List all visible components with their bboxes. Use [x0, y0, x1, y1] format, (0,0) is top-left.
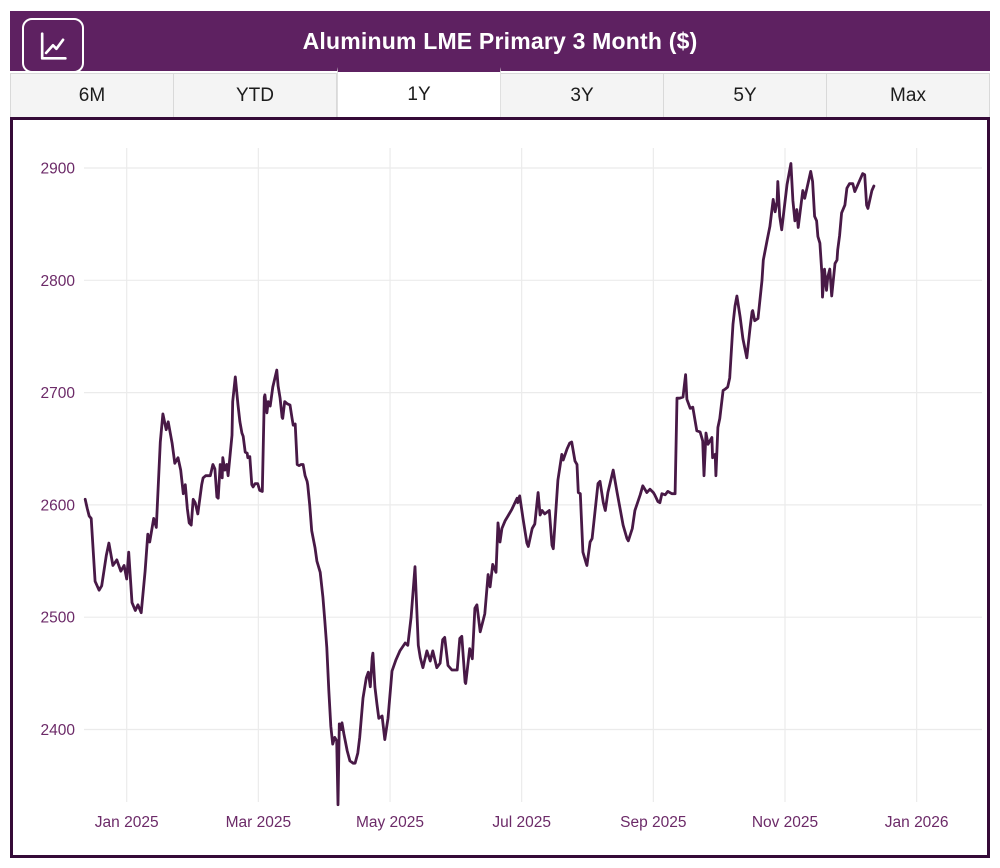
y-tick-label: 2400	[41, 722, 76, 739]
tab-3y[interactable]: 3Y	[501, 73, 664, 117]
chart-panel: 2400 2500 2600 2700 2800 2900 Jan 2025 Mar 2025…	[10, 117, 990, 858]
x-tick-label: Nov 2025	[752, 814, 818, 831]
page-title: Aluminum LME Primary 3 Month ($)	[302, 27, 698, 54]
x-tick-label: Jul 2025	[492, 814, 551, 831]
tab-max[interactable]: Max	[827, 73, 990, 117]
price-chart-canvas[interactable]: 2400 2500 2600 2700 2800 2900 Jan 2025 Mar 2025…	[13, 120, 987, 855]
y-tick-label: 2500	[41, 610, 76, 627]
x-tick-label: Sep 2025	[620, 814, 686, 831]
widget-header: Aluminum LME Primary 3 Month ($)	[10, 11, 990, 73]
x-tick-label: Jan 2025	[95, 814, 159, 831]
y-tick-label: 2900	[41, 161, 76, 178]
y-tick-label: 2600	[41, 497, 76, 514]
x-tick-label: May 2025	[356, 814, 424, 831]
x-tick-label: Mar 2025	[226, 814, 291, 831]
line-chart-icon[interactable]	[22, 18, 84, 73]
y-tick-label: 2700	[41, 385, 76, 402]
line-chart-glyph	[40, 31, 67, 60]
y-tick-label: 2800	[41, 273, 76, 290]
price-line	[83, 162, 876, 807]
range-tabs: 6M YTD 1Y 3Y 5Y Max	[10, 67, 990, 117]
tab-1y[interactable]: 1Y	[337, 67, 501, 117]
tab-6m[interactable]: 6M	[10, 73, 174, 117]
tab-5y[interactable]: 5Y	[664, 73, 827, 117]
x-tick-label: Jan 2026	[885, 814, 949, 831]
tab-ytd[interactable]: YTD	[174, 73, 337, 117]
